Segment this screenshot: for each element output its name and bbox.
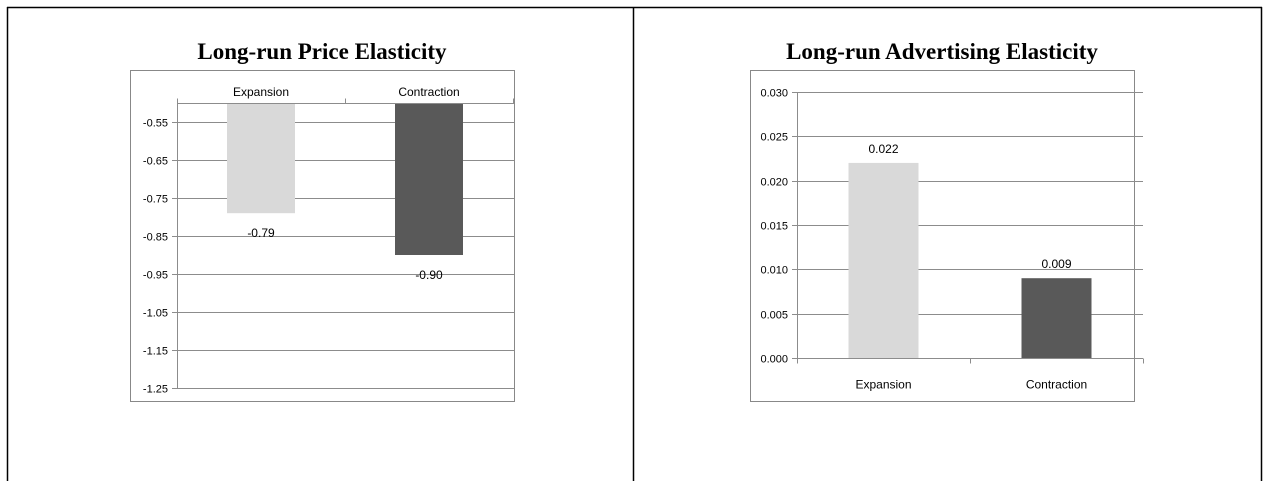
y-tick-label: -1.05 xyxy=(143,308,168,320)
category-label: Expansion xyxy=(855,378,911,392)
data-label: -0.79 xyxy=(247,226,275,240)
category-label: Contraction xyxy=(398,85,459,99)
category-label: Contraction xyxy=(1026,378,1087,392)
y-tick-label: 0.000 xyxy=(760,354,788,366)
y-tick-label: -0.65 xyxy=(143,156,168,168)
price-chart-x-axis: Expansion Contraction xyxy=(177,85,514,104)
data-label: 0.022 xyxy=(868,142,898,156)
price-elasticity-chart: Long-run Price Elasticity -0.55 -0.65 -0.7… xyxy=(130,39,515,402)
price-chart-bars xyxy=(227,103,463,255)
advertising-chart-y-axis: 0.000 0.005 0.010 0.015 0.020 0.025 0.030 xyxy=(760,88,798,366)
y-tick-label: 0.010 xyxy=(760,265,788,277)
y-tick-label: 0.015 xyxy=(760,221,788,233)
data-label: 0.009 xyxy=(1041,257,1071,271)
advertising-chart-data-labels: 0.022 0.009 xyxy=(868,142,1071,271)
y-tick-label: 0.005 xyxy=(760,310,788,322)
advertising-elasticity-chart: Long-run Advertising Elasticity 0.0000.0… xyxy=(750,39,1144,402)
y-tick-label: -0.85 xyxy=(143,232,168,244)
y-tick-label: -0.75 xyxy=(143,194,168,206)
advertising-chart-title: Long-run Advertising Elasticity xyxy=(786,39,1098,64)
bar-expansion xyxy=(227,103,295,214)
data-label: -0.90 xyxy=(415,268,443,282)
table-frame xyxy=(6,6,1263,481)
bar-expansion xyxy=(848,162,919,358)
price-chart-y-axis: -0.55 -0.65 -0.75 -0.85 -0.95 -1.05 -1.15 -1.25 xyxy=(143,103,178,396)
y-tick-label: -0.55 xyxy=(143,118,168,130)
y-tick-label: -1.15 xyxy=(143,346,168,358)
y-tick-label: 0.030 xyxy=(760,88,788,100)
price-chart-title: Long-run Price Elasticity xyxy=(197,39,447,64)
category-label: Expansion xyxy=(233,85,289,99)
price-chart-data-labels: -0.79 -0.90 xyxy=(247,226,443,282)
y-tick-label: 0.020 xyxy=(760,177,788,189)
bar-contraction xyxy=(395,103,463,255)
bar-contraction xyxy=(1021,278,1092,358)
y-tick-label: -0.95 xyxy=(143,270,168,282)
y-tick-label: -1.25 xyxy=(143,384,168,396)
advertising-chart-bars xyxy=(848,162,1092,358)
advertising-chart-x-axis: Expansion Contraction xyxy=(797,358,1144,392)
y-tick-label: 0.025 xyxy=(760,132,788,144)
